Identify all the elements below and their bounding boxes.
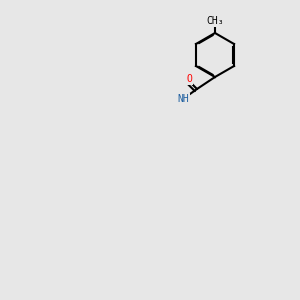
Text: O: O — [186, 74, 192, 84]
Text: NH: NH — [177, 94, 189, 104]
Text: CH₃: CH₃ — [206, 16, 224, 26]
